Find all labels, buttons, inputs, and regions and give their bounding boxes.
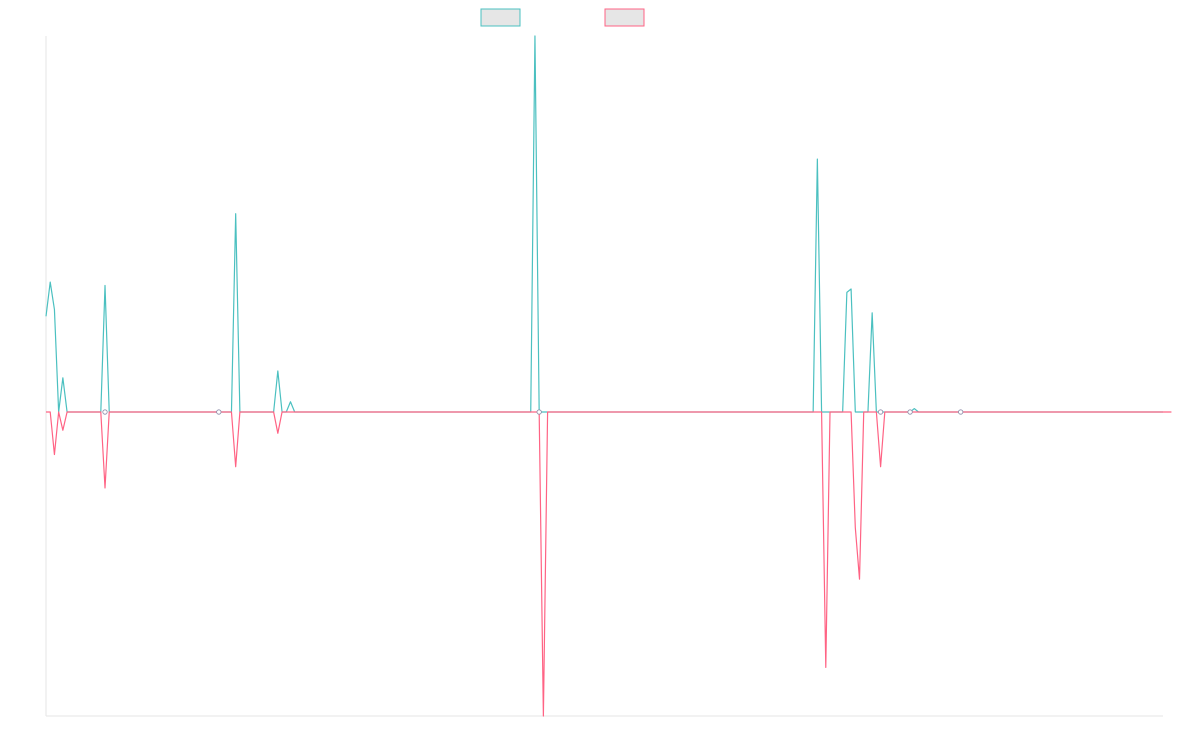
- point-marker-4[interactable]: [877, 409, 884, 415]
- point-marker-3[interactable]: [536, 409, 542, 415]
- series-line-2: [46, 411, 1172, 717]
- legend[interactable]: [480, 8, 645, 27]
- point-marker-6[interactable]: [958, 409, 964, 415]
- point-marker-5[interactable]: [907, 409, 913, 415]
- legend-swatch-1[interactable]: [480, 8, 521, 27]
- series-line-1: [45, 35, 1163, 413]
- point-marker-1[interactable]: [102, 409, 108, 415]
- point-marker-2[interactable]: [216, 409, 222, 415]
- series-layer: [45, 35, 1172, 717]
- axes: [45, 36, 1163, 717]
- legend-swatch-2[interactable]: [604, 8, 645, 27]
